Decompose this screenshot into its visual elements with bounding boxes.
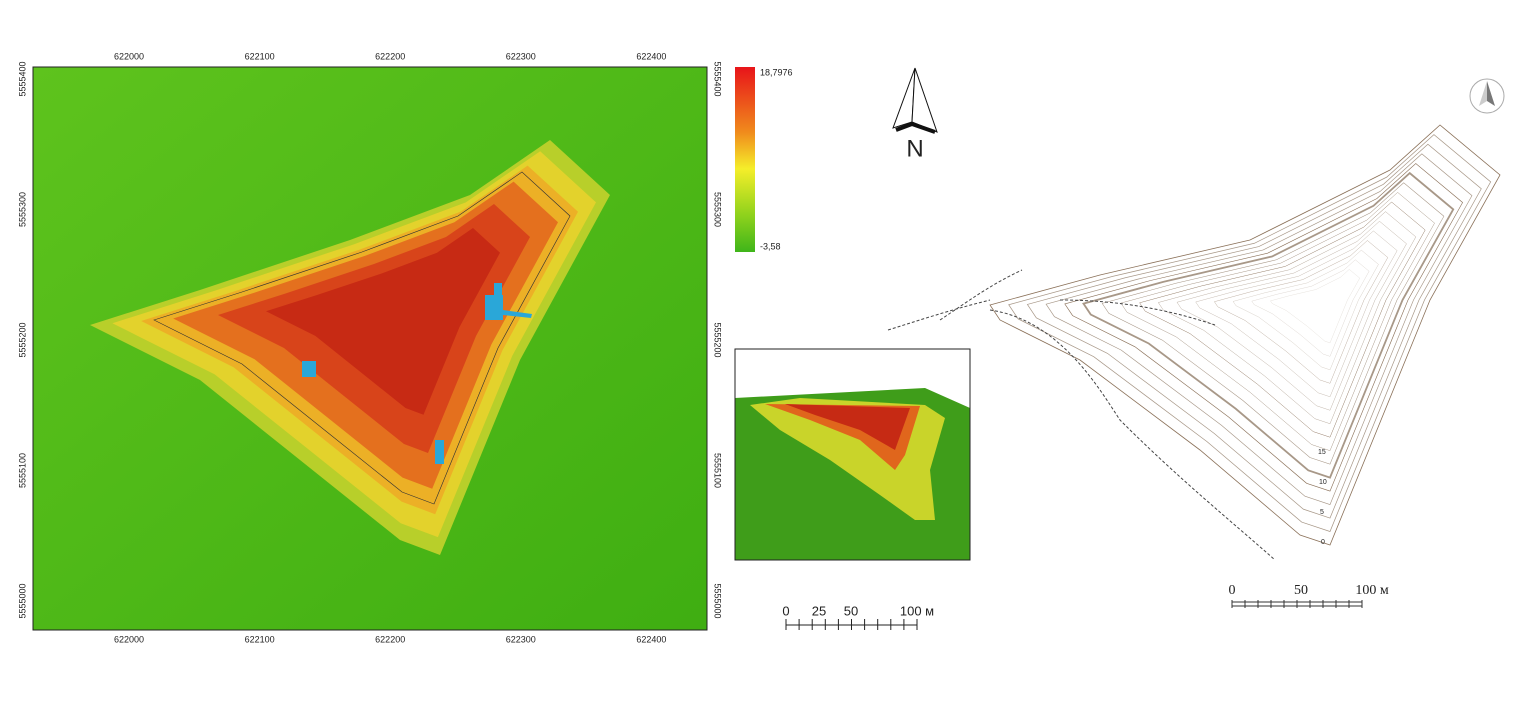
contour-label: 0 (1321, 539, 1325, 546)
contour-line (1270, 269, 1360, 343)
y-tick-label: 5555400 (713, 61, 723, 96)
contour-map: 15 10 5 0 (989, 124, 1501, 546)
building (494, 283, 502, 297)
x-tick-label: 622300 (506, 51, 536, 61)
scale-label: 0 (782, 603, 789, 618)
relief-band (266, 228, 500, 415)
x-tick-label: 622200 (375, 634, 405, 644)
x-tick-label: 622000 (114, 51, 144, 61)
x-tick-label: 622200 (375, 51, 405, 61)
contour-line (1232, 249, 1379, 370)
y-tick-label: 5555300 (17, 192, 27, 227)
inset-peak (785, 404, 910, 450)
compass-half (1479, 81, 1487, 106)
legend-max: 18,7976 (760, 67, 793, 77)
y-tick-label: 5555200 (713, 322, 723, 357)
y-tick-label: 5555200 (17, 322, 27, 357)
building (503, 310, 532, 318)
scale-label: 50 (1294, 583, 1308, 598)
arrow-right (911, 67, 938, 133)
contour-line (1008, 134, 1492, 532)
y-tick-label: 5555300 (713, 192, 723, 227)
y-tick-label: 5555400 (17, 61, 27, 96)
contour-line (989, 124, 1501, 546)
legend-min: -3,58 (760, 241, 781, 251)
contour-line (1195, 230, 1398, 397)
contour-line (1101, 182, 1445, 465)
dashed-paths (887, 269, 1276, 561)
building (302, 361, 316, 377)
contour-line (1026, 143, 1482, 519)
compass-rose (1469, 78, 1505, 114)
x-tick-label: 622000 (114, 634, 144, 644)
dashed-path (887, 299, 991, 331)
dashed-path (1059, 299, 1216, 326)
compass-half (1487, 81, 1495, 106)
contour-line (1251, 259, 1370, 357)
scale-label: 100 м (900, 603, 934, 618)
x-tick-label: 622300 (506, 634, 536, 644)
x-tick-label: 622100 (245, 51, 275, 61)
y-tick-label: 5555000 (17, 583, 27, 618)
contour-label: 15 (1318, 449, 1326, 456)
scale-label: 100 м (1355, 583, 1389, 598)
y-tick-label: 5555100 (713, 453, 723, 488)
dashed-path (939, 269, 1023, 321)
contour-line (1120, 192, 1435, 451)
contour-line (1064, 163, 1463, 492)
north-label: N (906, 135, 923, 162)
contour-line (1176, 221, 1407, 411)
x-tick-label: 622400 (636, 634, 666, 644)
north-arrow (892, 67, 938, 134)
contour-line (1157, 211, 1417, 424)
contour-line (1139, 201, 1426, 438)
building (435, 440, 444, 464)
legend-ramp (735, 67, 755, 252)
x-tick-label: 622400 (636, 51, 666, 61)
dashed-path (989, 309, 1276, 561)
contour-line (1214, 240, 1388, 384)
buildings (302, 283, 532, 464)
contour-label: 5 (1320, 509, 1324, 516)
building (485, 295, 503, 320)
dem-relief (90, 140, 610, 555)
terrace-line (153, 171, 571, 505)
contour-line (1045, 153, 1473, 505)
inset-frame (734, 348, 971, 561)
scale-label: 50 (844, 603, 858, 618)
y-tick-label: 5555000 (713, 583, 723, 618)
contour-line (1082, 171, 1455, 479)
scale-label: 25 (812, 603, 826, 618)
scale-label: 0 (1229, 583, 1236, 598)
x-tick-label: 622100 (245, 634, 275, 644)
contour-label: 10 (1319, 479, 1327, 486)
y-tick-label: 5555100 (17, 453, 27, 488)
inset-3d (735, 349, 970, 560)
arrow-base (895, 121, 936, 134)
scale-bars: 0 25 50 100 м 0 50 100 м (782, 583, 1389, 630)
